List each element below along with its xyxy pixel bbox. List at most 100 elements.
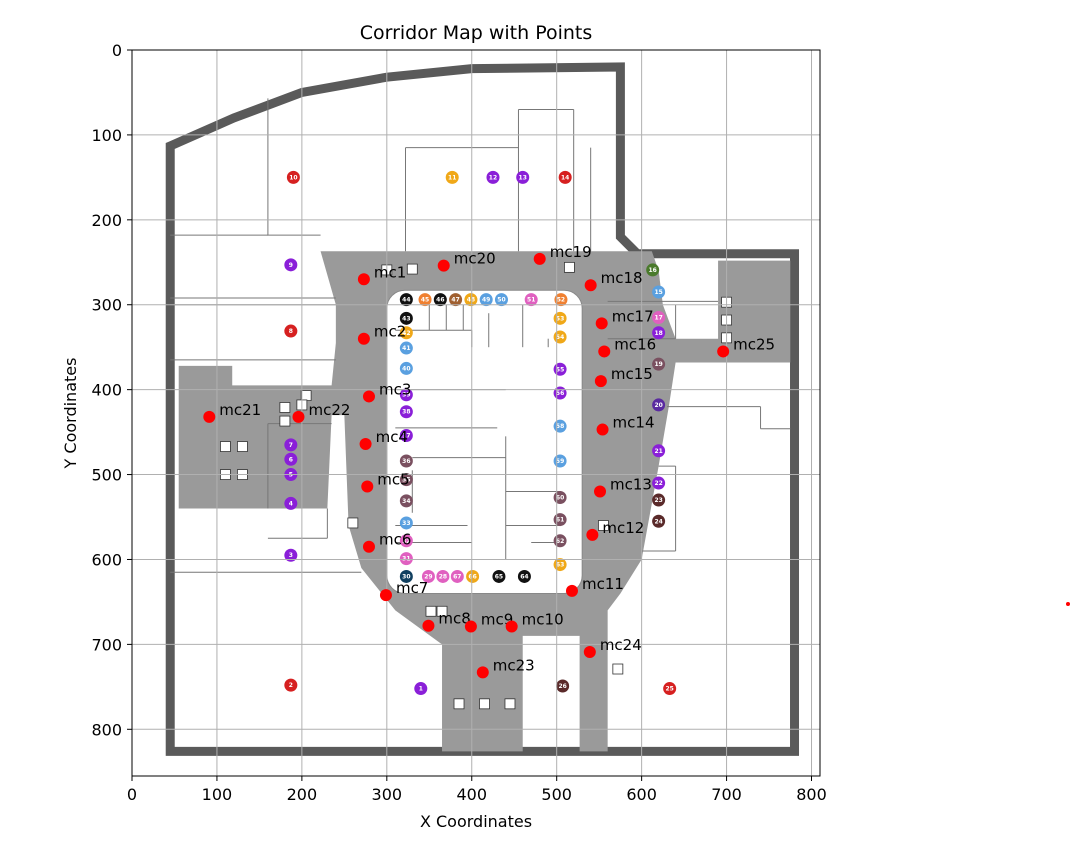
axis-ticks: 0 100 200 300 400 500 600 700 800 0 100 200 300 400 50…: [91, 41, 826, 804]
fixture-icon: [504, 698, 516, 710]
building-outline: [165, 62, 800, 756]
room-badge-circle: [418, 293, 432, 307]
y-tick-label: 400: [91, 381, 122, 400]
room-badge-circle: [436, 569, 450, 583]
point-marker: [598, 345, 611, 358]
room-badge-number: 44: [402, 297, 410, 304]
room-badge: 8: [284, 324, 298, 338]
room-badge-circle: [652, 310, 666, 324]
point-label: mc4: [376, 428, 408, 446]
room-badge-number: 8: [289, 328, 293, 335]
room-badge: 32: [399, 534, 413, 548]
room-badge-circle: [652, 493, 666, 507]
room-badge-number: 11: [448, 174, 456, 181]
point-label: mc7: [396, 579, 428, 597]
point-marker: [533, 252, 546, 265]
point-marker: [361, 480, 374, 493]
fixture-icon: [598, 520, 609, 531]
room-badge-number: 22: [654, 480, 662, 487]
room-badge: 17: [652, 310, 666, 324]
room-badge: 30: [399, 569, 413, 583]
room-badge: 62: [553, 534, 567, 548]
room-badge-circle: [284, 324, 298, 338]
point-label: mc14: [613, 414, 655, 432]
room-badge: 20: [652, 398, 666, 412]
room-badge-circle: [399, 494, 413, 508]
point-label: mc5: [377, 470, 409, 488]
point-label: mc11: [582, 575, 624, 593]
room-badge-circle: [486, 170, 500, 184]
room-badge: 44: [399, 293, 413, 307]
room-badge-circle: [554, 293, 568, 307]
room-badge-number: 1: [419, 686, 423, 693]
room-badge-circle: [464, 293, 478, 307]
room-badge-circle: [445, 170, 459, 184]
room-badge: 16: [646, 263, 660, 277]
room-badge: 48: [464, 293, 478, 307]
fixture-icon: [300, 390, 312, 401]
room-badge-number: 55: [556, 366, 564, 373]
room-badge-number: 67: [453, 573, 461, 580]
point-marker: [464, 620, 477, 633]
room-badge-number: 6: [289, 456, 293, 463]
room-badge: 4: [284, 496, 298, 510]
room-badge-number: 9: [289, 262, 293, 269]
room-badge: 39: [399, 388, 413, 402]
point-marker: [362, 390, 375, 403]
room-badge-circle: [399, 311, 413, 325]
fixture-icon: [347, 517, 359, 529]
room-badge-circle: [284, 496, 298, 510]
room-badge: 2: [284, 678, 298, 692]
room-badge: 9: [284, 258, 298, 272]
room-badge-circle: [450, 569, 464, 583]
x-tick-label: 500: [541, 785, 572, 804]
room-badge: 1: [414, 682, 428, 696]
room-badge-circle: [646, 263, 660, 277]
chart-title: Corridor Map with Points: [360, 22, 593, 44]
point-label: mc16: [614, 335, 656, 353]
room-badge-circle: [479, 293, 493, 307]
room-badge-circle: [558, 170, 572, 184]
room-badge-number: 48: [467, 297, 475, 304]
room-badge-number: 24: [654, 518, 662, 525]
room-badge: 40: [399, 361, 413, 375]
fixture-icon: [237, 441, 248, 452]
room-badge: 52: [554, 293, 568, 307]
room-badge: 47: [449, 293, 463, 307]
fixture-icon: [406, 263, 418, 275]
room-badge-number: 60: [556, 494, 564, 501]
room-badge-circle: [414, 682, 428, 696]
point-marker: [476, 666, 489, 679]
room-badge-circle: [399, 341, 413, 355]
room-badge-circle: [399, 326, 413, 340]
room-badge-number: 45: [421, 297, 429, 304]
point-marker: [584, 279, 597, 292]
point-label: mc2: [374, 323, 406, 341]
room-badge-circle: [421, 569, 435, 583]
room-badge: 24: [652, 514, 666, 528]
point-label: mc15: [611, 365, 653, 383]
room-badge-number: 17: [654, 314, 662, 321]
point-label: mc13: [610, 476, 652, 494]
room-badge-circle: [433, 293, 447, 307]
room-badge-number: 47: [451, 297, 459, 304]
x-tick-label: 400: [456, 785, 487, 804]
room-badge-circle: [466, 569, 480, 583]
room-badge: 10: [286, 170, 300, 184]
room-badge-circle: [449, 293, 463, 307]
room-badge: 12: [486, 170, 500, 184]
point-marker: [359, 437, 372, 450]
room-badge-circle: [517, 569, 531, 583]
room-badge: 7: [284, 438, 298, 452]
y-tick-label: 100: [91, 126, 122, 145]
point-marker: [203, 410, 216, 423]
room-badge-number: 35: [402, 477, 410, 484]
point-label: mc18: [601, 269, 643, 287]
stray-marker: [1066, 602, 1070, 606]
room-badge-number: 59: [556, 458, 564, 465]
room-badge-number: 58: [556, 423, 564, 430]
room-badge-circle: [652, 444, 666, 458]
inner-core: [386, 289, 583, 594]
room-badge-circle: [652, 326, 666, 340]
